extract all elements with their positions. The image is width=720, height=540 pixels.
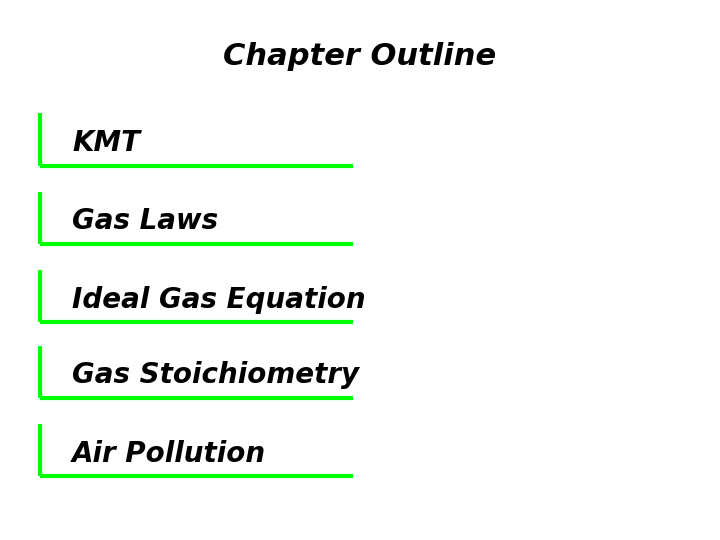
- Text: Gas Laws: Gas Laws: [72, 207, 218, 235]
- Text: Gas Stoichiometry: Gas Stoichiometry: [72, 361, 359, 389]
- Text: Air Pollution: Air Pollution: [72, 440, 266, 468]
- Text: Chapter Outline: Chapter Outline: [223, 42, 497, 71]
- Text: Ideal Gas Equation: Ideal Gas Equation: [72, 286, 366, 314]
- Text: KMT: KMT: [72, 129, 140, 157]
